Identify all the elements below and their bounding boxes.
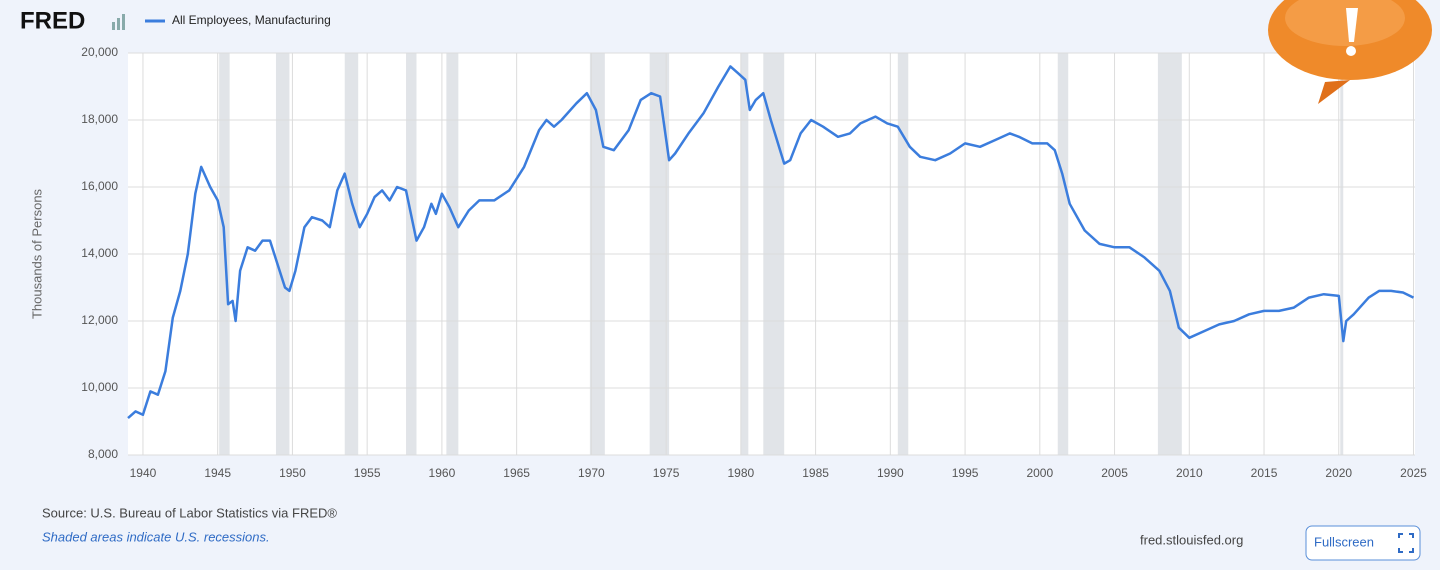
- x-tick-label: 1940: [130, 466, 157, 480]
- fullscreen-button[interactable]: Fullscreen: [1305, 525, 1421, 561]
- y-tick-label: 14,000: [81, 246, 118, 260]
- x-tick-label: 2010: [1176, 466, 1203, 480]
- series-line: [127, 65, 1415, 420]
- x-tick-label: 1960: [429, 466, 456, 480]
- button-icon[interactable]: [1398, 533, 1414, 553]
- x-tick-label: 2020: [1325, 466, 1352, 480]
- x-tick-label: 2025: [1400, 466, 1427, 480]
- recession-note: Shaded areas indicate U.S. recessions.: [42, 529, 270, 544]
- x-tick-label: 1945: [204, 466, 231, 480]
- x-tick-label: 1995: [952, 466, 979, 480]
- y-tick-label: 10,000: [81, 380, 118, 394]
- y-tick-label: 20,000: [81, 45, 118, 59]
- logo-icon: [112, 14, 125, 30]
- source: Source: U.S. Bureau of Labor Statistics …: [42, 505, 337, 520]
- x-tick-label: 1985: [802, 466, 829, 480]
- x-tick-label: 2000: [1026, 466, 1053, 480]
- y-tick-label: 18,000: [81, 112, 118, 126]
- x-tick-label: 1990: [877, 466, 904, 480]
- logo: FRED: [20, 7, 85, 34]
- y-tick-label: 16,000: [81, 179, 118, 193]
- button-label[interactable]: Fullscreen: [1314, 534, 1374, 549]
- legend-label: All Employees, Manufacturing: [172, 13, 331, 27]
- site-url: fred.stlouisfed.org: [1140, 532, 1243, 547]
- alert-bubble: [1268, 0, 1432, 104]
- x-tick-label: 1980: [728, 466, 755, 480]
- x-tick-label: 1950: [279, 466, 306, 480]
- x-tick-label: 2015: [1251, 466, 1278, 480]
- y-axis-label: Thousands of Persons: [29, 188, 44, 319]
- y-tick-label: 12,000: [81, 313, 118, 327]
- x-tick-label: 1970: [578, 466, 605, 480]
- x-tick-label: 1975: [653, 466, 680, 480]
- x-tick-label: 1965: [503, 466, 530, 480]
- y-tick-label: 8,000: [88, 447, 118, 461]
- button-frame[interactable]: [1305, 525, 1421, 561]
- x-tick-label: 2005: [1101, 466, 1128, 480]
- x-tick-label: 1955: [354, 466, 381, 480]
